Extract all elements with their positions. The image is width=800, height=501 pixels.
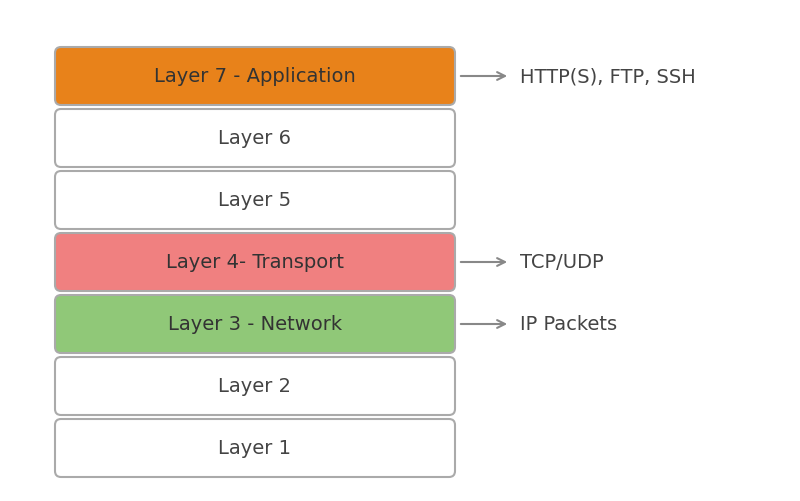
Text: TCP/UDP: TCP/UDP [520, 253, 604, 272]
Text: Layer 4- Transport: Layer 4- Transport [166, 253, 344, 272]
FancyBboxPatch shape [55, 357, 455, 415]
FancyBboxPatch shape [55, 110, 455, 168]
Text: Layer 3 - Network: Layer 3 - Network [168, 315, 342, 334]
Text: Layer 2: Layer 2 [218, 377, 291, 396]
Text: Layer 1: Layer 1 [218, 438, 291, 457]
FancyBboxPatch shape [55, 296, 455, 353]
FancyBboxPatch shape [55, 48, 455, 106]
Text: Layer 6: Layer 6 [218, 129, 291, 148]
FancyBboxPatch shape [55, 172, 455, 229]
FancyBboxPatch shape [55, 419, 455, 477]
Text: Layer 7 - Application: Layer 7 - Application [154, 67, 356, 86]
FancyBboxPatch shape [55, 233, 455, 292]
Text: Layer 5: Layer 5 [218, 191, 291, 210]
Text: IP Packets: IP Packets [520, 315, 617, 334]
Text: HTTP(S), FTP, SSH: HTTP(S), FTP, SSH [520, 67, 696, 86]
